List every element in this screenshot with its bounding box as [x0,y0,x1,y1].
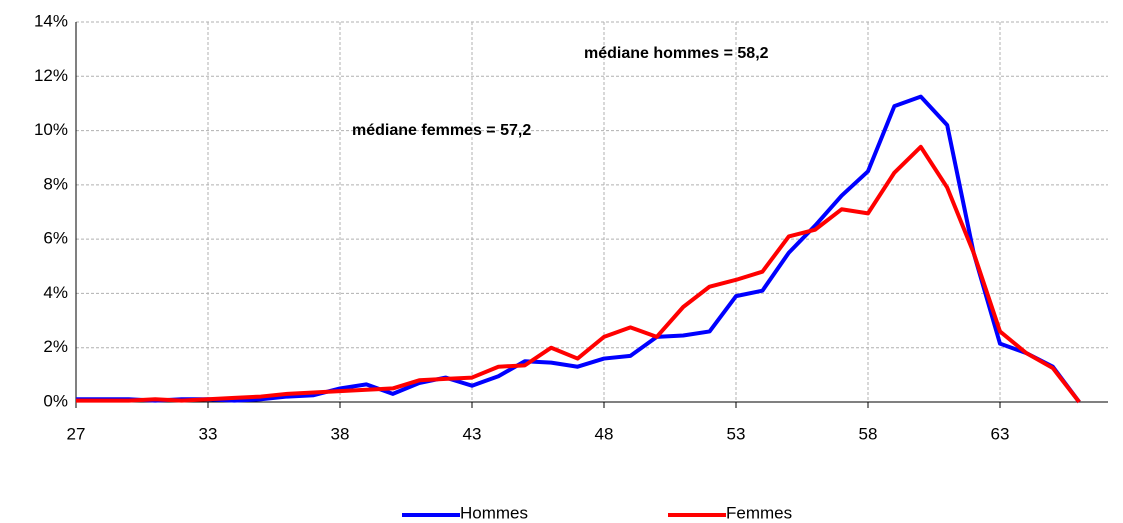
y-tick-label: 6% [43,229,68,248]
legend-label: Femmes [726,503,792,522]
y-tick-label: 10% [34,120,68,139]
y-tick-label: 12% [34,66,68,85]
x-tick-label: 63 [991,424,1010,443]
x-tick-label: 58 [859,424,878,443]
x-tick-label: 38 [331,424,350,443]
y-tick-label: 4% [43,283,68,302]
annotation: médiane femmes = 57,2 [352,122,531,139]
y-tick-label: 2% [43,337,68,356]
x-tick-label: 43 [463,424,482,443]
x-tick-label: 48 [595,424,614,443]
line [76,144,1081,404]
legend-label: Hommes [460,503,528,522]
y-tick-label: 14% [34,11,68,30]
x-tick-label: 27 [67,424,86,443]
x-tick-label: 33 [199,424,218,443]
y-tick-label: 8% [43,174,68,193]
x-tick-label: 53 [727,424,746,443]
y-tick-label: 0% [43,391,68,410]
line [76,94,1081,404]
annotation: médiane hommes = 58,2 [584,45,769,62]
